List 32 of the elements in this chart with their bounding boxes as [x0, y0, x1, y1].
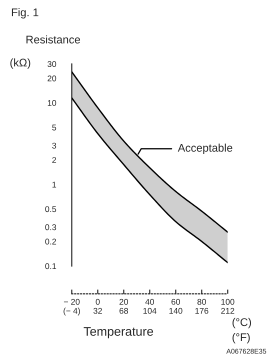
y-tick-label: 1: [52, 182, 56, 188]
y-tick-label: 0.2: [45, 238, 56, 245]
y-axis-title: Resistance: [26, 35, 80, 44]
y-tick-label: 0.3: [45, 224, 56, 230]
y-tick-label: 5: [52, 124, 56, 130]
y-tick-label: 10: [48, 100, 56, 106]
y-tick-label: 30: [48, 61, 56, 68]
x-tick-label: 0: [96, 298, 100, 305]
x2-tick-label: 140: [169, 308, 182, 314]
y-tick-label: 0.5: [45, 206, 56, 212]
x2-tick-label: 68: [120, 308, 128, 314]
text: (kΩ): [10, 58, 30, 69]
y-tick-label: 20: [48, 75, 56, 82]
text: (°F): [232, 333, 250, 344]
y-tick-label: 2: [52, 157, 56, 163]
text: (°C): [232, 318, 252, 328]
x-tick-label: 80: [197, 298, 206, 305]
x-tick-label: 40: [145, 298, 154, 305]
x-tick-label: − 20: [64, 298, 80, 305]
x-tick-label: 20: [120, 298, 128, 305]
x2-tick-label: 176: [195, 308, 208, 314]
x2-tick-label: 32: [93, 308, 102, 314]
x2-tick-label: 212: [221, 308, 234, 314]
x-tick-label: 100: [221, 298, 234, 305]
chart-title: Fig. 1: [12, 8, 38, 18]
y-tick-label: 0.1: [45, 263, 56, 270]
x2-tick-label: 104: [143, 308, 156, 314]
annotation: Acceptable: [178, 144, 232, 154]
x-axis-title: Temperature: [84, 327, 154, 338]
x-tick-label: 60: [172, 298, 180, 305]
y-tick-label: 3: [52, 142, 56, 149]
x2-tick-label: (− 4): [64, 308, 80, 316]
